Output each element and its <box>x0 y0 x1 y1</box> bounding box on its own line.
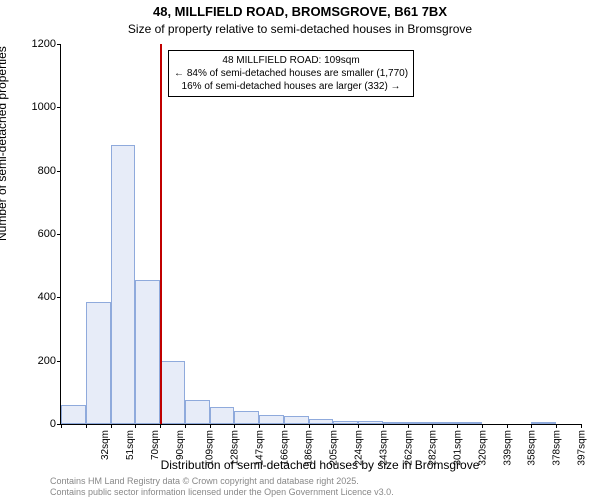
histogram-bar <box>432 422 457 424</box>
histogram-bar <box>86 302 111 424</box>
histogram-bar <box>284 416 309 424</box>
y-tick-label: 400 <box>16 291 56 303</box>
y-tick-label: 0 <box>16 418 56 430</box>
chart-title: 48, MILLFIELD ROAD, BROMSGROVE, B61 7BX <box>0 4 600 19</box>
histogram-bar <box>309 419 334 424</box>
histogram-bar <box>358 421 383 424</box>
histogram-bar <box>531 422 556 424</box>
histogram-bar <box>160 361 185 424</box>
x-tick-label: 70sqm <box>150 430 161 460</box>
x-tick-label: 32sqm <box>100 430 111 460</box>
histogram-bar <box>457 422 482 424</box>
y-tick-label: 1200 <box>16 38 56 50</box>
histogram-bar <box>210 407 235 424</box>
histogram-bar <box>383 422 408 424</box>
footnote: Contains HM Land Registry data © Crown c… <box>50 476 394 498</box>
y-axis-label: Number of semi-detached properties <box>0 46 9 241</box>
histogram-bar <box>333 421 358 424</box>
y-tick-label: 800 <box>16 165 56 177</box>
x-axis-label: Distribution of semi-detached houses by … <box>60 458 580 472</box>
info-line-1: 48 MILLFIELD ROAD: 109sqm <box>222 55 359 66</box>
chart-container: 48, MILLFIELD ROAD, BROMSGROVE, B61 7BX … <box>0 0 600 500</box>
info-box: 48 MILLFIELD ROAD: 109sqm ← 84% of semi-d… <box>168 50 414 97</box>
histogram-bar <box>408 422 433 424</box>
histogram-bar <box>234 411 259 424</box>
chart-subtitle: Size of property relative to semi-detach… <box>0 22 600 36</box>
footnote-line-2: Contains public sector information licen… <box>50 487 394 497</box>
histogram-bar <box>111 145 136 424</box>
x-tick-label: 90sqm <box>175 430 186 460</box>
y-tick-label: 600 <box>16 228 56 240</box>
histogram-bar <box>259 415 284 425</box>
info-line-2: ← 84% of semi-detached houses are smalle… <box>174 68 408 79</box>
footnote-line-1: Contains HM Land Registry data © Crown c… <box>50 476 359 486</box>
histogram-bar <box>61 405 86 424</box>
x-tick-label: 51sqm <box>125 430 136 460</box>
y-tick-label: 200 <box>16 355 56 367</box>
y-tick-label: 1000 <box>16 101 56 113</box>
plot-area: 48 MILLFIELD ROAD: 109sqm ← 84% of semi-d… <box>60 44 581 425</box>
marker-line <box>160 44 162 424</box>
histogram-bar <box>185 400 210 424</box>
info-line-3: 16% of semi-detached houses are larger (… <box>182 81 401 92</box>
histogram-bar <box>135 280 160 424</box>
